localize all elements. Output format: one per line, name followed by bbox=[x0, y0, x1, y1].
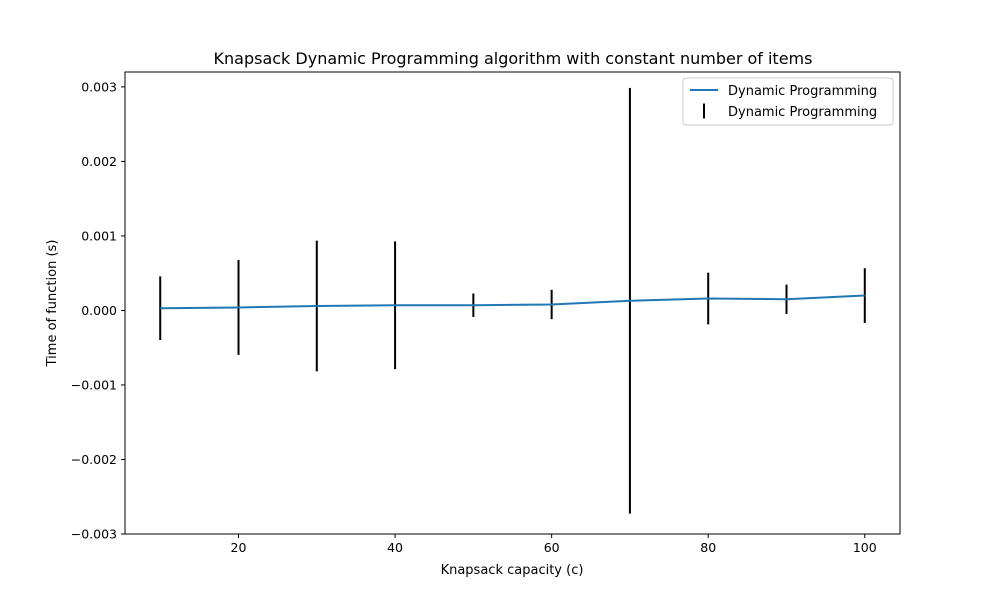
legend-label-errorbar: Dynamic Programming bbox=[728, 105, 877, 120]
line-series bbox=[160, 294, 865, 310]
x-tick-label: 80 bbox=[700, 540, 716, 555]
y-tick-label: 0.000 bbox=[81, 303, 117, 318]
y-tick-label: 0.001 bbox=[81, 228, 117, 243]
legend: Dynamic Programming Dynamic Programming bbox=[682, 77, 894, 126]
series-line-dynamic-programming bbox=[160, 294, 865, 310]
x-axis-label: Knapsack capacity (c) bbox=[441, 563, 584, 578]
plot-area bbox=[159, 87, 866, 514]
y-axis-label: Time of function (s) bbox=[45, 240, 60, 368]
y-tick-label: 0.003 bbox=[81, 79, 117, 94]
errorbar-series bbox=[159, 87, 866, 514]
y-tick-label: −0.002 bbox=[71, 452, 117, 467]
x-tick-label: 60 bbox=[544, 540, 560, 555]
y-tick-label: −0.003 bbox=[71, 527, 117, 542]
plot-frame bbox=[124, 71, 901, 535]
x-axis-ticks: 20 40 60 80 100 bbox=[231, 534, 877, 555]
y-tick-label: 0.002 bbox=[81, 154, 117, 169]
y-tick-label: −0.001 bbox=[71, 377, 117, 392]
legend-label-line: Dynamic Programming bbox=[728, 84, 877, 99]
x-tick-label: 40 bbox=[387, 540, 403, 555]
y-axis-ticks: −0.003 −0.002 −0.001 0.000 0.001 0.002 0.003 bbox=[71, 79, 125, 542]
x-tick-label: 20 bbox=[231, 540, 247, 555]
x-tick-label: 100 bbox=[853, 540, 877, 555]
chart-title: Knapsack Dynamic Programming algorithm w… bbox=[214, 49, 813, 68]
legend-box bbox=[682, 77, 894, 126]
